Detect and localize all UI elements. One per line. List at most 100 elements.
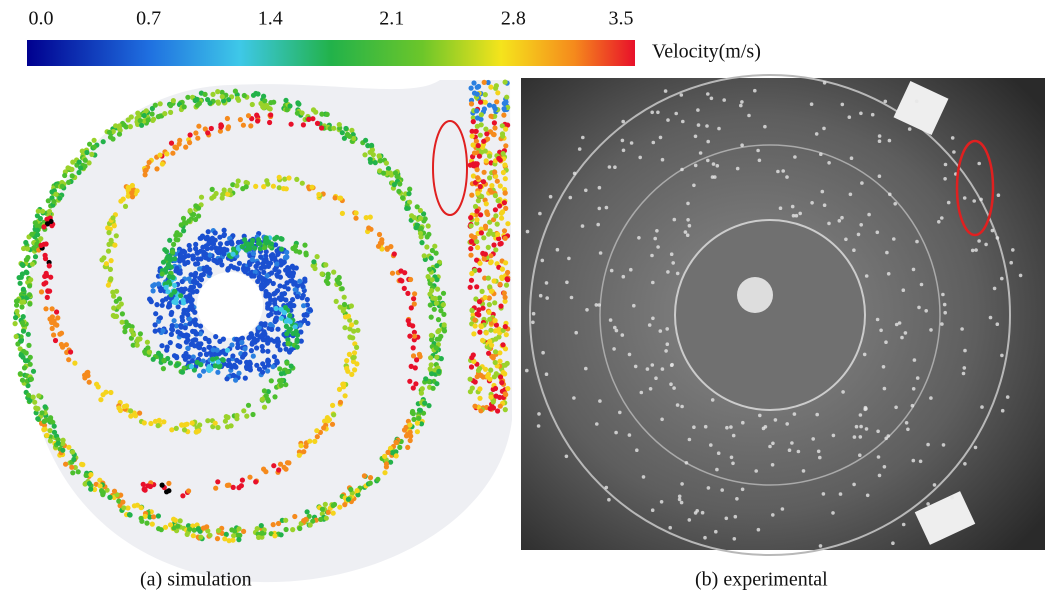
particle <box>13 321 18 326</box>
particle <box>84 150 89 155</box>
particle <box>244 184 249 189</box>
particle <box>469 86 474 91</box>
particle <box>203 92 208 97</box>
particle <box>495 222 500 227</box>
particle <box>402 286 407 291</box>
particle <box>36 393 41 398</box>
particle <box>180 493 185 498</box>
particle <box>13 315 18 320</box>
particle <box>193 271 198 276</box>
particle <box>487 317 492 322</box>
particle <box>160 161 165 166</box>
particle <box>180 279 185 284</box>
bubble <box>947 201 951 205</box>
bubble <box>963 462 967 466</box>
particle <box>486 351 491 356</box>
particle <box>111 305 116 310</box>
particle <box>493 349 498 354</box>
colorbar-tick-label: 2.1 <box>379 8 404 30</box>
bubble <box>599 251 603 255</box>
particle <box>271 100 276 105</box>
particle <box>14 334 19 339</box>
particle <box>287 103 292 108</box>
bubble <box>621 333 625 337</box>
particle <box>225 424 230 429</box>
particle <box>474 108 479 113</box>
particle <box>412 334 417 339</box>
particle <box>255 526 260 531</box>
particle <box>355 488 360 493</box>
bubble <box>674 112 678 116</box>
particle <box>434 345 439 350</box>
particle <box>409 305 414 310</box>
particle <box>43 280 48 285</box>
bubble <box>680 93 684 97</box>
particle <box>261 184 266 189</box>
particle <box>263 236 268 241</box>
bubble <box>638 156 642 160</box>
bubble <box>565 281 569 285</box>
page: {"colorbar": {"label": "Velocity(m/s)", … <box>0 0 1052 598</box>
particle <box>211 194 216 199</box>
particle <box>68 349 73 354</box>
particle <box>240 478 245 483</box>
particle <box>117 126 122 131</box>
particle <box>307 439 312 444</box>
particle <box>295 100 300 105</box>
particle <box>225 348 230 353</box>
particle <box>495 408 500 413</box>
particle <box>482 80 487 85</box>
particle <box>99 488 104 493</box>
particle <box>160 271 165 276</box>
particle <box>169 427 174 432</box>
particle <box>174 230 179 235</box>
particle <box>422 401 427 406</box>
particle <box>286 286 291 291</box>
particle <box>274 272 279 277</box>
particle <box>347 134 352 139</box>
particle <box>109 258 114 263</box>
particle <box>66 357 71 362</box>
bubble <box>823 81 827 85</box>
particle <box>498 404 503 409</box>
particle <box>39 289 44 294</box>
bubble <box>538 212 542 216</box>
particle <box>505 386 510 391</box>
bubble <box>937 220 941 224</box>
bubble <box>950 496 954 500</box>
particle <box>161 260 166 265</box>
particle <box>76 469 81 474</box>
bubble <box>993 287 997 291</box>
bubble <box>537 412 541 416</box>
particle <box>205 418 210 423</box>
particle <box>261 337 266 342</box>
particle <box>497 203 502 208</box>
particle <box>370 147 375 152</box>
particle <box>160 303 165 308</box>
particle <box>112 223 117 228</box>
particle <box>220 357 225 362</box>
particle <box>422 253 427 258</box>
particle <box>162 111 167 116</box>
particle <box>153 329 158 334</box>
bubble <box>827 161 831 165</box>
particle <box>161 419 166 424</box>
caption: (b) experimental <box>695 569 828 591</box>
particle <box>498 282 503 287</box>
bubble <box>621 120 625 124</box>
bubble <box>878 139 882 143</box>
bubble <box>713 175 717 179</box>
bubble <box>642 475 646 479</box>
bubble <box>621 139 625 143</box>
particle <box>178 252 183 257</box>
bubble <box>960 327 964 331</box>
particle <box>236 371 241 376</box>
bubble <box>653 237 657 241</box>
particle <box>108 267 113 272</box>
particle <box>483 367 488 372</box>
particle <box>481 179 486 184</box>
particle <box>139 123 144 128</box>
bubble <box>701 511 705 515</box>
particle <box>277 283 282 288</box>
particle <box>283 268 288 273</box>
